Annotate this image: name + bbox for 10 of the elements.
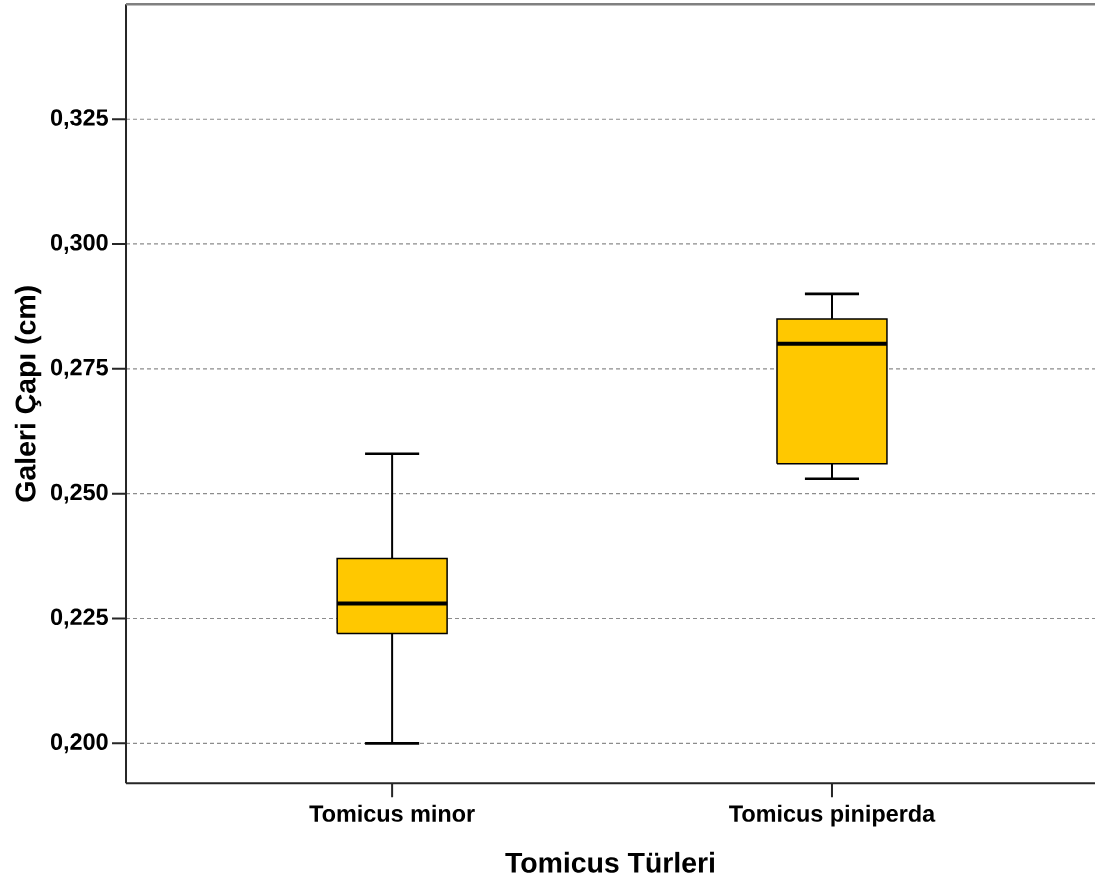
x-axis-title: Tomicus Türleri bbox=[505, 851, 714, 873]
y-tick-label: 0,275 bbox=[50, 358, 108, 379]
y-tick-label: 0,325 bbox=[50, 109, 108, 130]
y-tick-label: 0,200 bbox=[50, 733, 108, 754]
x-tick-label: Tomicus minor bbox=[309, 804, 475, 822]
x-tick-label: Tomicus piniperda bbox=[729, 804, 936, 827]
y-tick-label: 0,300 bbox=[50, 233, 108, 254]
y-tick-label: 0,250 bbox=[50, 483, 108, 504]
y-axis-title: Galeri Çapı (cm) bbox=[14, 286, 42, 502]
y-tick-label: 0,225 bbox=[50, 608, 108, 629]
